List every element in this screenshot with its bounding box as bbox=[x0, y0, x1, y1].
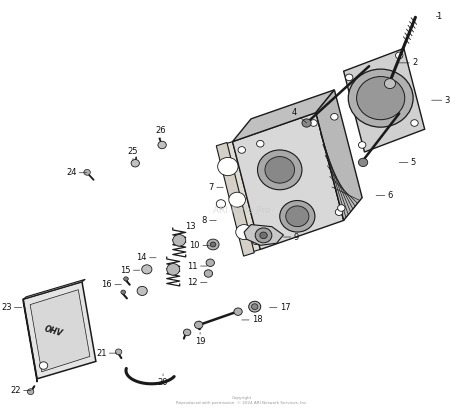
Circle shape bbox=[229, 192, 246, 207]
Circle shape bbox=[210, 242, 216, 247]
Text: 12: 12 bbox=[187, 278, 207, 287]
Circle shape bbox=[173, 235, 186, 246]
Circle shape bbox=[335, 209, 343, 215]
Text: 4: 4 bbox=[292, 108, 307, 123]
Circle shape bbox=[137, 286, 147, 295]
Circle shape bbox=[302, 119, 311, 127]
Polygon shape bbox=[316, 90, 362, 220]
Circle shape bbox=[39, 362, 48, 369]
Text: 24: 24 bbox=[66, 168, 87, 177]
Polygon shape bbox=[216, 143, 254, 256]
Text: 8: 8 bbox=[201, 216, 216, 225]
Circle shape bbox=[124, 277, 128, 281]
Circle shape bbox=[265, 156, 294, 183]
Text: OHV: OHV bbox=[43, 324, 64, 338]
Polygon shape bbox=[233, 90, 334, 142]
Circle shape bbox=[234, 308, 242, 315]
Circle shape bbox=[216, 200, 226, 208]
Text: 19: 19 bbox=[195, 332, 205, 346]
Circle shape bbox=[121, 290, 126, 294]
Circle shape bbox=[255, 228, 272, 243]
Text: 5: 5 bbox=[399, 158, 416, 167]
Circle shape bbox=[411, 120, 418, 126]
Text: 22: 22 bbox=[10, 386, 31, 395]
Circle shape bbox=[257, 150, 302, 190]
Text: 13: 13 bbox=[177, 222, 196, 235]
Text: 26: 26 bbox=[155, 126, 166, 140]
Text: ARI Parts Pro: ARI Parts Pro bbox=[213, 206, 271, 215]
Circle shape bbox=[84, 169, 91, 175]
Circle shape bbox=[268, 234, 275, 240]
Circle shape bbox=[142, 265, 152, 274]
Circle shape bbox=[115, 349, 122, 355]
Circle shape bbox=[236, 225, 253, 240]
Text: 23: 23 bbox=[1, 303, 22, 312]
Circle shape bbox=[206, 259, 214, 267]
Circle shape bbox=[286, 206, 309, 227]
Circle shape bbox=[280, 201, 315, 232]
Circle shape bbox=[384, 79, 395, 89]
Text: 3: 3 bbox=[432, 96, 450, 105]
Circle shape bbox=[249, 301, 261, 312]
Text: 17: 17 bbox=[270, 303, 291, 312]
Text: Copyright
Reproduced with permission. © 2024 ARI Network Services, Inc.: Copyright Reproduced with permission. © … bbox=[176, 396, 308, 406]
Circle shape bbox=[131, 159, 139, 167]
Text: 11: 11 bbox=[187, 262, 207, 270]
Circle shape bbox=[238, 146, 246, 153]
Polygon shape bbox=[23, 299, 37, 382]
Circle shape bbox=[218, 157, 238, 176]
Polygon shape bbox=[344, 48, 425, 152]
Circle shape bbox=[204, 270, 212, 277]
Circle shape bbox=[167, 264, 180, 275]
Circle shape bbox=[358, 158, 368, 166]
Polygon shape bbox=[23, 282, 96, 379]
Text: 16: 16 bbox=[101, 280, 121, 289]
Polygon shape bbox=[226, 142, 260, 252]
Text: 9: 9 bbox=[283, 233, 299, 242]
Circle shape bbox=[256, 141, 264, 147]
Circle shape bbox=[337, 205, 345, 211]
Polygon shape bbox=[233, 113, 344, 250]
Circle shape bbox=[207, 239, 219, 250]
Circle shape bbox=[27, 389, 34, 394]
Circle shape bbox=[346, 74, 353, 81]
Text: 10: 10 bbox=[190, 241, 210, 250]
Polygon shape bbox=[23, 279, 85, 299]
Circle shape bbox=[158, 141, 166, 149]
Circle shape bbox=[356, 77, 405, 120]
Circle shape bbox=[331, 114, 338, 120]
Text: 25: 25 bbox=[128, 147, 138, 160]
Text: 6: 6 bbox=[376, 191, 393, 200]
Circle shape bbox=[395, 52, 403, 59]
Text: 2: 2 bbox=[399, 58, 418, 67]
Text: 14: 14 bbox=[137, 253, 156, 262]
Circle shape bbox=[348, 69, 413, 127]
Polygon shape bbox=[244, 225, 283, 245]
Text: 18: 18 bbox=[242, 315, 263, 324]
Text: 7: 7 bbox=[209, 183, 223, 192]
Text: 15: 15 bbox=[120, 266, 140, 275]
Polygon shape bbox=[30, 290, 90, 372]
Text: 21: 21 bbox=[96, 349, 117, 358]
Circle shape bbox=[252, 304, 258, 310]
Text: 20: 20 bbox=[158, 374, 168, 387]
Text: 1: 1 bbox=[436, 12, 441, 21]
Circle shape bbox=[252, 238, 259, 245]
Circle shape bbox=[194, 321, 203, 329]
Circle shape bbox=[260, 232, 267, 239]
Circle shape bbox=[183, 329, 191, 336]
Circle shape bbox=[310, 120, 317, 126]
Circle shape bbox=[358, 142, 366, 148]
